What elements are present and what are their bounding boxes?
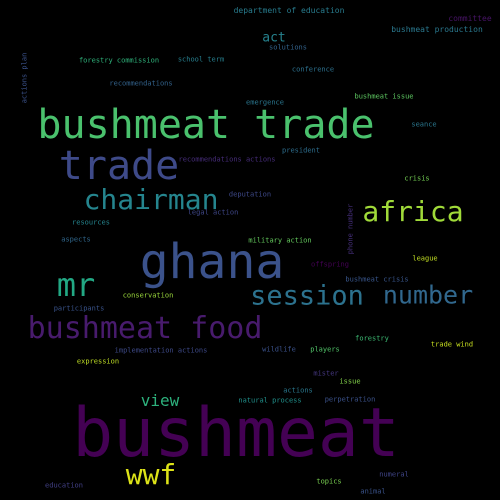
word-actions: actions <box>283 386 313 395</box>
word-department-of-education: department of education <box>233 6 345 15</box>
word-phone-number: phone number <box>346 203 355 255</box>
word-act: act <box>262 30 286 46</box>
word-solutions: solutions <box>269 43 307 52</box>
word-view: view <box>140 391 180 410</box>
word-bushmeat-trade: bushmeat trade <box>37 102 375 148</box>
word-wwf: wwf <box>125 458 177 491</box>
word-players: players <box>310 345 340 354</box>
word-issue: issue <box>339 377 361 386</box>
word-animal: animal <box>360 487 386 496</box>
word-conservation: conservation <box>122 291 174 300</box>
word-chairman: chairman <box>83 183 219 216</box>
word-offspring: offspring <box>311 260 349 269</box>
word-military-action: military action <box>248 236 312 245</box>
word-education: education <box>45 481 83 490</box>
word-topics: topics <box>316 477 342 486</box>
word-league: league <box>412 254 438 263</box>
word-crisis: crisis <box>404 174 430 183</box>
word-numeral: numeral <box>379 470 409 479</box>
word-forestry: forestry <box>355 334 389 343</box>
word-session: session <box>250 280 364 312</box>
word-forestry-commission: forestry commission <box>78 56 160 65</box>
word-emergence: emergence <box>246 98 284 107</box>
word-bushmeat: bushmeat <box>72 394 400 473</box>
word-wildlife: wildlife <box>262 345 296 354</box>
word-bushmeat-issue: bushmeat issue <box>354 92 414 101</box>
word-mister: mister <box>313 369 339 378</box>
word-seance: seance <box>411 120 437 129</box>
word-implementation-actions: implementation actions <box>114 346 208 355</box>
word-mr: mr <box>56 266 96 304</box>
word-expression: expression <box>76 357 120 366</box>
word-actions-plan: actions plan <box>20 52 29 104</box>
word-ghana: ghana <box>139 234 285 290</box>
word-trade: trade <box>58 143 180 189</box>
word-bushmeat-crisis: bushmeat crisis <box>345 275 409 284</box>
word-recommendations: recommendations <box>109 79 173 88</box>
word-bushmeat-food: bushmeat food <box>27 311 263 346</box>
word-aspects: aspects <box>61 235 91 244</box>
word-legal-action: legal action <box>187 208 239 217</box>
word-president: president <box>282 146 320 155</box>
word-committee: committee <box>448 14 492 23</box>
word-natural-process: natural process <box>238 396 302 405</box>
word-number: number <box>382 280 474 310</box>
word-recommendations-actions: recommendations actions <box>178 155 276 164</box>
word-school-term: school term <box>177 55 225 64</box>
word-participants: participants <box>53 304 105 313</box>
word-africa: africa <box>362 195 464 228</box>
word-conference: conference <box>291 65 335 74</box>
word-trade-wind: trade wind <box>430 340 474 349</box>
word-resources: resources <box>72 218 110 227</box>
word-perpetration: perpetration <box>324 395 376 404</box>
word-deputation: deputation <box>228 190 272 199</box>
word-bushmeat-production: bushmeat production <box>391 25 483 34</box>
